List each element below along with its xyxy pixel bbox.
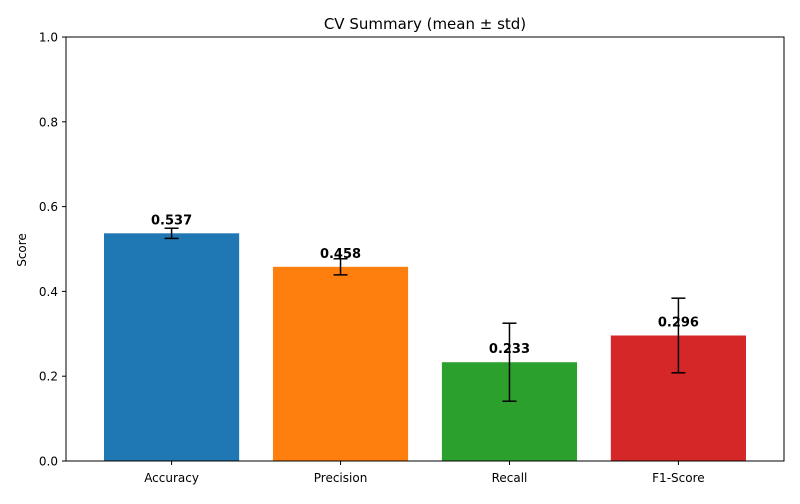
y-tick-label: 0.6	[39, 200, 58, 214]
x-axis-ticks: Accuracy Precision Recall F1-Score	[144, 461, 705, 485]
y-axis-ticks: 0.0 0.2 0.4 0.6 0.8 1.0	[39, 31, 66, 469]
y-tick-label: 0.4	[39, 285, 58, 299]
y-tick-label: 1.0	[39, 31, 58, 45]
x-tick-label: F1-Score	[652, 471, 704, 485]
y-tick-label: 0.2	[39, 370, 58, 384]
bar-accuracy	[104, 233, 240, 461]
chart-title: CV Summary (mean ± std)	[324, 15, 526, 33]
bar-precision	[272, 266, 409, 461]
bars	[104, 233, 746, 461]
y-tick-label: 0.0	[39, 455, 58, 469]
x-tick-label: Precision	[314, 471, 368, 485]
value-label: 0.296	[658, 315, 699, 330]
value-label: 0.537	[151, 213, 192, 228]
error-bars	[164, 227, 686, 402]
y-axis-label: Score	[15, 233, 29, 267]
y-tick-label: 0.8	[39, 115, 58, 129]
x-tick-label: Recall	[492, 471, 528, 485]
value-labels: 0.537 0.458 0.233 0.296	[151, 213, 699, 357]
value-label: 0.458	[320, 247, 361, 262]
x-tick-label: Accuracy	[144, 471, 199, 485]
plot-frame	[65, 36, 785, 462]
value-label: 0.233	[489, 342, 530, 357]
